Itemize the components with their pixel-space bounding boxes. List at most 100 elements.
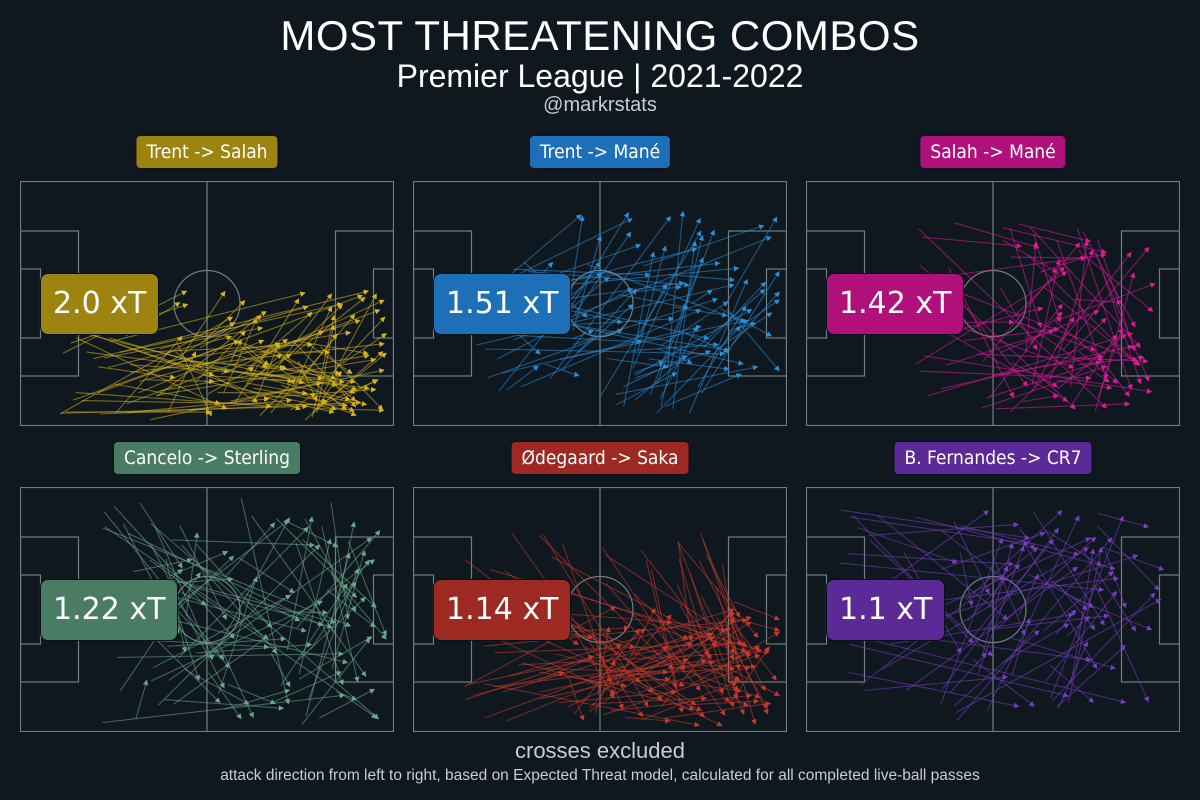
pass-arrow bbox=[113, 505, 235, 639]
pass-arrow bbox=[518, 649, 770, 666]
pass-arrow bbox=[169, 578, 336, 625]
pass-arrow bbox=[217, 390, 308, 396]
pass-arrow bbox=[279, 293, 333, 364]
pitch bbox=[20, 181, 394, 426]
pass-arrow bbox=[218, 576, 258, 694]
pass-arrow bbox=[648, 358, 730, 372]
pass-arrow bbox=[982, 242, 1081, 362]
pass-arrow bbox=[295, 542, 344, 686]
pass-arrow bbox=[247, 338, 288, 371]
pass-arrow bbox=[139, 502, 183, 569]
pass-arrow bbox=[981, 542, 1014, 656]
pass-arrow bbox=[336, 691, 358, 701]
pass-arrow bbox=[1017, 223, 1092, 244]
pass-arrow bbox=[672, 240, 698, 409]
pass-arrow bbox=[634, 288, 766, 401]
pass-arrow bbox=[484, 683, 700, 728]
pass-arrow bbox=[239, 557, 295, 593]
pass-arrow bbox=[75, 392, 272, 409]
pass-arrow bbox=[74, 330, 351, 402]
pass-arrow bbox=[700, 595, 734, 661]
xt-value-badge: 1.51 xT bbox=[433, 273, 572, 335]
pass-arrow bbox=[953, 630, 1040, 707]
pass-arrow bbox=[1053, 319, 1103, 362]
pass-arrow bbox=[1027, 573, 1094, 608]
combo-panel-odegaard-saka: Ødegaard -> Saka 1.14 xT bbox=[413, 441, 787, 732]
pass-arrow bbox=[615, 365, 759, 395]
pass-arrow bbox=[849, 516, 1030, 546]
pass-arrow bbox=[857, 526, 958, 564]
pass-arrow bbox=[146, 378, 215, 385]
pass-arrow bbox=[986, 515, 1080, 712]
pass-arrow bbox=[664, 373, 742, 407]
pass-arrow bbox=[1002, 240, 1058, 273]
pass-arrow bbox=[280, 583, 348, 687]
pass-arrow bbox=[331, 550, 367, 669]
pass-arrow bbox=[995, 401, 1131, 410]
pass-arrow bbox=[295, 296, 366, 354]
pass-arrow bbox=[566, 616, 615, 699]
pass-arrow bbox=[713, 659, 780, 696]
pass-arrow bbox=[221, 299, 385, 375]
pass-arrow bbox=[483, 617, 748, 647]
pass-arrow bbox=[691, 289, 713, 305]
pass-arrow bbox=[634, 284, 682, 293]
pass-arrow bbox=[568, 212, 629, 311]
pass-arrow bbox=[520, 335, 643, 345]
pass-arrow bbox=[297, 361, 318, 402]
pass-arrow bbox=[318, 688, 376, 719]
pass-arrow bbox=[620, 294, 689, 310]
pass-arrow bbox=[730, 620, 777, 681]
pass-arrow bbox=[1055, 282, 1156, 322]
pass-arrow bbox=[138, 339, 265, 394]
pass-arrow bbox=[945, 329, 1055, 366]
pass-arrow bbox=[573, 231, 632, 316]
pass-arrow bbox=[1009, 228, 1043, 328]
pass-arrow bbox=[941, 527, 1059, 691]
pass-arrow bbox=[270, 652, 291, 688]
pass-arrow bbox=[223, 688, 291, 710]
pass-arrow bbox=[956, 537, 1113, 721]
pass-arrow bbox=[702, 281, 767, 349]
pass-arrow bbox=[506, 365, 539, 391]
pass-arrow bbox=[602, 628, 646, 666]
pass-arrow bbox=[172, 539, 316, 548]
pass-arrow bbox=[242, 372, 345, 385]
pass-arrow bbox=[520, 309, 702, 388]
pass-arrow bbox=[1066, 615, 1091, 637]
pass-arrow bbox=[181, 544, 278, 654]
pass-arrow bbox=[260, 367, 342, 376]
pass-arrow bbox=[278, 352, 356, 394]
pass-arrow bbox=[246, 311, 313, 370]
pass-arrow bbox=[848, 671, 1020, 709]
pass-arrow bbox=[1056, 333, 1127, 390]
pass-arrow bbox=[676, 584, 724, 695]
pass-arrow bbox=[594, 659, 616, 714]
pass-arrow bbox=[1011, 617, 1031, 675]
pass-arrow bbox=[612, 658, 654, 693]
pass-arrow bbox=[972, 658, 1035, 707]
pass-arrow bbox=[185, 532, 200, 617]
pass-arrow bbox=[133, 557, 193, 573]
pass-arrow bbox=[656, 325, 741, 414]
pass-arrow bbox=[994, 561, 1026, 636]
pass-arrow bbox=[1028, 311, 1063, 345]
pass-arrow bbox=[1050, 515, 1124, 699]
pass-arrow bbox=[1021, 538, 1098, 670]
pass-arrow bbox=[1010, 317, 1107, 412]
combo-label: Trent -> Salah bbox=[135, 135, 279, 169]
pass-arrow bbox=[179, 290, 226, 360]
pass-arrow bbox=[115, 335, 183, 414]
pass-arrow bbox=[465, 655, 595, 701]
pass-arrow bbox=[940, 537, 1004, 704]
pass-arrow bbox=[918, 228, 1107, 409]
centre-circle bbox=[959, 575, 1027, 644]
pass-arrow bbox=[988, 613, 1110, 631]
pass-arrow bbox=[320, 346, 384, 411]
pass-arrow bbox=[1002, 227, 1107, 255]
chart-title: MOST THREATENING COMBOS bbox=[280, 12, 920, 59]
pass-arrow bbox=[977, 545, 1025, 674]
pass-arrow bbox=[667, 274, 736, 283]
pass-arrow bbox=[347, 540, 387, 637]
pass-arrow bbox=[1069, 240, 1089, 388]
